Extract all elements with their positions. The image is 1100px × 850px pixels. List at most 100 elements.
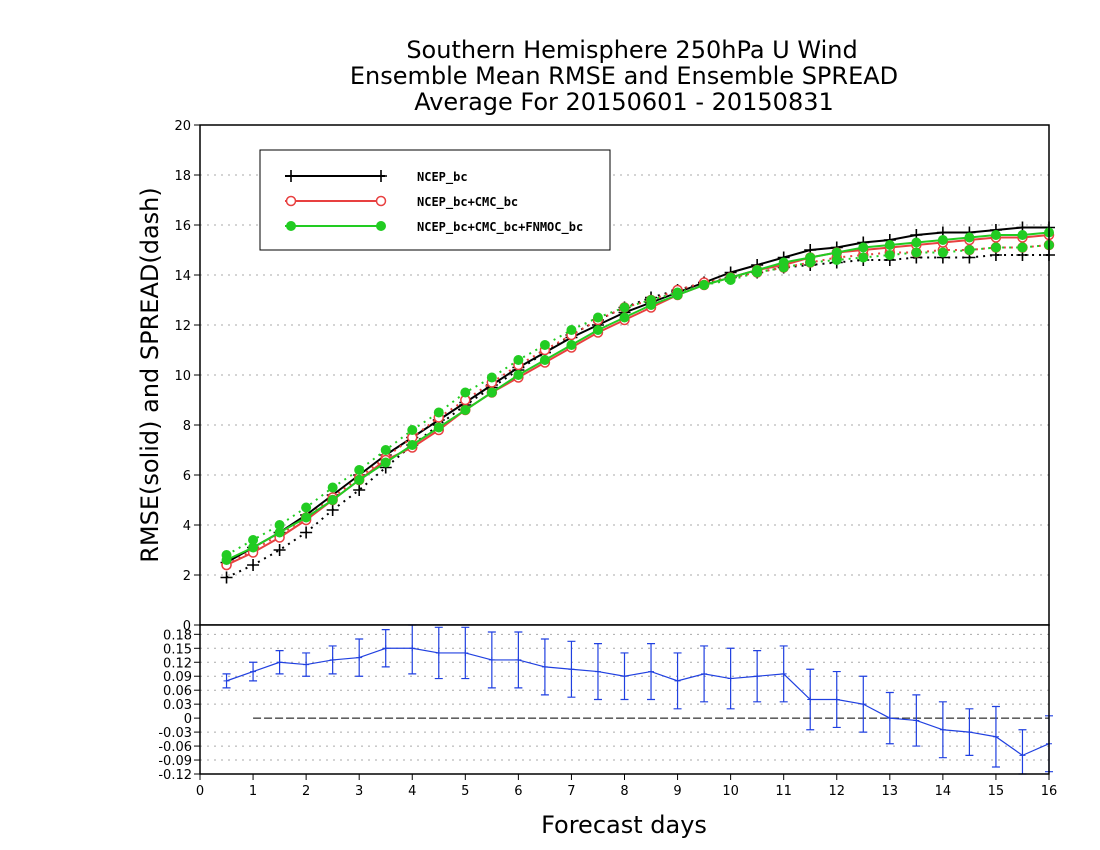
difference-point <box>1019 752 1026 759</box>
x-tick-label: 10 <box>722 784 739 799</box>
x-tick-label: 12 <box>828 784 845 799</box>
legend-marker-1-end <box>375 195 387 207</box>
top-y-tick-label: 18 <box>174 169 191 184</box>
series-2-rmse-point <box>407 440 418 450</box>
series-2-rmse-point <box>964 232 975 243</box>
series-2-rmse-point <box>513 370 524 380</box>
x-tick-label: 16 <box>1041 784 1058 799</box>
series-2-rmse-point <box>937 235 948 245</box>
bottom-y-tick-label: -0.06 <box>158 740 192 755</box>
difference-point <box>833 696 840 703</box>
series-2-rmse-point <box>592 325 603 335</box>
difference-point <box>594 668 601 675</box>
difference-point <box>409 645 416 652</box>
top-y-tick-label: 4 <box>183 519 191 534</box>
x-tick-label: 15 <box>988 784 1005 799</box>
difference-point <box>807 696 814 703</box>
series-2-rmse-point <box>911 237 922 248</box>
bottom-y-tick-label: 0.09 <box>163 670 192 685</box>
x-tick-label: 2 <box>302 784 310 799</box>
series-2-spread-point <box>327 482 338 493</box>
bottom-y-tick-label: 0.18 <box>163 628 192 643</box>
bottom-y-tick-label: 0.12 <box>163 656 192 671</box>
series-0-spread-point <box>273 544 286 556</box>
series-2-rmse-point <box>619 312 630 323</box>
series-2-spread-point <box>433 407 444 418</box>
chart-title-line-2: Ensemble Mean RMSE and Ensemble SPREAD <box>350 62 898 90</box>
chart-title-line-1: Southern Hemisphere 250hPa U Wind <box>406 36 857 64</box>
series-2 <box>221 227 1054 565</box>
series-2-rmse-point <box>778 257 789 268</box>
series-2-rmse-point <box>858 242 869 253</box>
x-axis: 0 1 2 3 4 5 6 7 8 9 10 11 12 13 14 15 16 <box>196 774 1057 799</box>
top-y-tick-label: 10 <box>174 369 191 384</box>
bottom-y-tick-label: 0.03 <box>163 698 192 713</box>
bottom-y-tick-label: -0.03 <box>158 726 192 741</box>
series-2-rmse-point <box>327 495 338 505</box>
x-tick-label: 1 <box>249 784 257 799</box>
series-2-spread-point <box>274 520 285 530</box>
series-0-spread-point <box>300 526 313 539</box>
series-2-rmse-point <box>752 265 763 275</box>
series-2-rmse-point <box>831 247 842 258</box>
series-2-spread-point <box>619 302 630 313</box>
difference-point <box>780 670 787 677</box>
top-y-tick-label: 14 <box>174 269 191 284</box>
series-2-rmse-point <box>248 542 259 553</box>
series-2-rmse-point <box>433 422 444 433</box>
series-2-spread-point <box>1017 242 1028 253</box>
series-2-spread-point <box>937 247 948 258</box>
series-0-spread-point <box>220 571 233 584</box>
x-tick-label: 8 <box>620 784 628 799</box>
difference-point <box>913 717 920 724</box>
series-2-rmse-point <box>354 475 365 485</box>
series-2-rmse-point <box>725 272 736 283</box>
difference-point <box>939 726 946 733</box>
legend-label-1: NCEP_bc+CMC_bc <box>417 195 518 210</box>
series-2-rmse-point <box>646 300 657 310</box>
series-2-spread-point <box>407 425 418 435</box>
series-2-rmse-point <box>301 512 312 523</box>
series-2-spread-point <box>964 245 975 255</box>
series-2-spread-point <box>354 465 365 475</box>
difference-point <box>462 649 469 656</box>
bottom-y-tick-label: -0.09 <box>158 754 192 769</box>
series-2-spread-point <box>566 325 577 335</box>
series-2-spread-point <box>486 372 497 383</box>
series-2-rmse-point <box>221 555 232 565</box>
series-0-spread-point <box>247 559 260 571</box>
series-2-rmse-point <box>460 405 471 415</box>
difference-point <box>382 645 389 652</box>
series-2-spread-point <box>911 247 922 258</box>
bottom-y-tick-label: 0.15 <box>163 642 192 657</box>
legend-marker-0-end <box>375 170 387 182</box>
series-2-rmse-point <box>486 387 497 398</box>
legend-label-0: NCEP_bc <box>417 170 468 185</box>
top-y-tick-label: 16 <box>174 219 191 234</box>
series-2-spread-point <box>380 445 391 455</box>
top-y-tick-label: 8 <box>183 419 191 434</box>
series-2-rmse-point <box>699 280 710 290</box>
difference-point <box>621 673 628 680</box>
x-tick-label: 9 <box>673 784 681 799</box>
x-tick-label: 3 <box>355 784 363 799</box>
difference-point <box>648 668 655 675</box>
top-y-tick-label: 0 <box>183 619 191 634</box>
difference-point <box>250 668 257 675</box>
legend-marker-2-start <box>286 221 296 231</box>
top-y-tick-label: 20 <box>174 119 191 134</box>
series-2-rmse-point <box>274 527 285 538</box>
difference-point <box>329 656 336 663</box>
x-tick-label: 0 <box>196 784 204 799</box>
difference-point <box>701 670 708 677</box>
bottom-y-tick-label: 0 <box>184 712 192 727</box>
series-2-rmse-point <box>566 340 577 350</box>
legend-marker-0-start <box>285 170 297 182</box>
difference-point <box>276 659 283 666</box>
difference-point <box>515 656 522 663</box>
series-2-spread-point <box>460 387 471 398</box>
series-2-rmse-point <box>805 252 816 263</box>
top-y-tick-label: 6 <box>183 469 191 484</box>
x-tick-label: 6 <box>514 784 522 799</box>
